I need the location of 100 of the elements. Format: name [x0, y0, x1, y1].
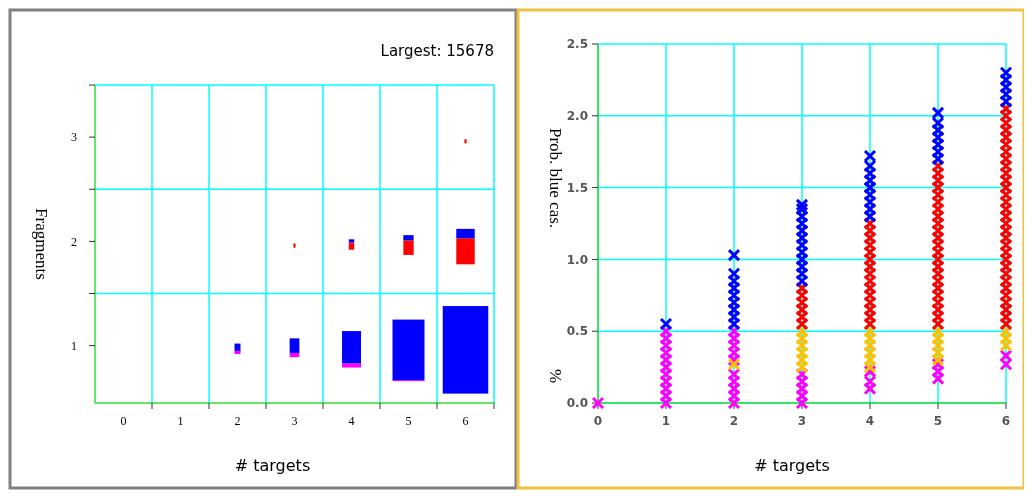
point [931, 145, 945, 159]
point [999, 94, 1013, 108]
y-tick-label: 2.5 [566, 37, 588, 52]
point [795, 389, 809, 403]
point [659, 374, 673, 388]
point [863, 331, 877, 345]
y-tick-label: 0.5 [566, 324, 588, 339]
point [931, 346, 945, 360]
point [727, 248, 741, 262]
point [863, 346, 877, 360]
point [727, 396, 741, 410]
x-tick-label: 5 [933, 414, 943, 428]
x-tick-label: 3 [291, 414, 298, 428]
x-tick-label: 1 [661, 414, 671, 428]
point [727, 346, 741, 360]
y-tick-label: 2 [71, 234, 77, 249]
x-tick-label: 4 [348, 414, 355, 428]
x-axis-title: # targets [234, 456, 311, 475]
point [999, 331, 1013, 345]
point [795, 238, 809, 252]
point [659, 331, 673, 345]
bar [348, 242, 355, 250]
x-tick-label: 6 [462, 414, 469, 428]
point [795, 382, 809, 396]
point [591, 396, 605, 410]
x-tick-label: 4 [865, 414, 875, 428]
text: Largest: 15678 [380, 42, 494, 60]
point [727, 310, 741, 324]
point [863, 188, 877, 202]
point [795, 202, 809, 216]
point [863, 173, 877, 187]
x-axis-title: # targets [754, 456, 830, 475]
bar [403, 235, 414, 241]
y-axis-title: Prob. blue cas. [546, 127, 565, 229]
x-tick-label: 2 [234, 414, 241, 428]
point [863, 382, 877, 396]
point [863, 339, 877, 353]
point [727, 367, 741, 381]
point [727, 382, 741, 396]
x-tick-label: 2 [729, 414, 739, 428]
y-tick-label: 1.5 [566, 180, 588, 195]
point [863, 181, 877, 195]
point [931, 152, 945, 166]
y-tick-label: 0.0 [566, 396, 588, 411]
point [727, 357, 741, 371]
point [863, 159, 877, 173]
x-tick-label: 6 [1001, 414, 1011, 428]
point [727, 303, 741, 317]
x-tick-label: 0 [593, 414, 603, 428]
point [659, 339, 673, 353]
point [931, 138, 945, 152]
point [727, 267, 741, 281]
point [795, 331, 809, 345]
bar [403, 240, 414, 255]
point [795, 224, 809, 238]
point [727, 295, 741, 309]
point [999, 66, 1013, 80]
y-tick-label: 3 [71, 130, 77, 145]
point [659, 389, 673, 403]
point [795, 374, 809, 388]
point [659, 346, 673, 360]
point [931, 339, 945, 353]
point [727, 389, 741, 403]
x-tick-label: 1 [177, 414, 184, 428]
point [795, 267, 809, 281]
point [659, 317, 673, 331]
point [863, 374, 877, 388]
point [795, 209, 809, 223]
point [931, 106, 945, 120]
point [863, 209, 877, 223]
point [931, 364, 945, 378]
point [999, 339, 1013, 353]
point [727, 331, 741, 345]
y-tick-label: 1 [71, 338, 77, 353]
point [931, 130, 945, 144]
point [931, 116, 945, 130]
text: % [546, 368, 565, 384]
point [795, 346, 809, 360]
point [999, 349, 1013, 363]
point [727, 374, 741, 388]
point [931, 372, 945, 386]
point [931, 353, 945, 367]
point [931, 331, 945, 345]
bar [342, 331, 361, 364]
point [659, 353, 673, 367]
point [863, 195, 877, 209]
point [999, 357, 1013, 371]
point [795, 339, 809, 353]
y-tick-label: 2.0 [566, 109, 588, 123]
point [727, 317, 741, 331]
x-tick-label: 3 [797, 414, 807, 428]
point [727, 339, 741, 353]
point [795, 217, 809, 230]
point [795, 274, 809, 288]
point [795, 198, 809, 212]
x-tick-label: 5 [405, 414, 412, 428]
point [863, 353, 877, 367]
x-tick-label: 0 [120, 414, 127, 428]
point [659, 382, 673, 396]
y-tick-label: 1.0 [566, 252, 588, 267]
